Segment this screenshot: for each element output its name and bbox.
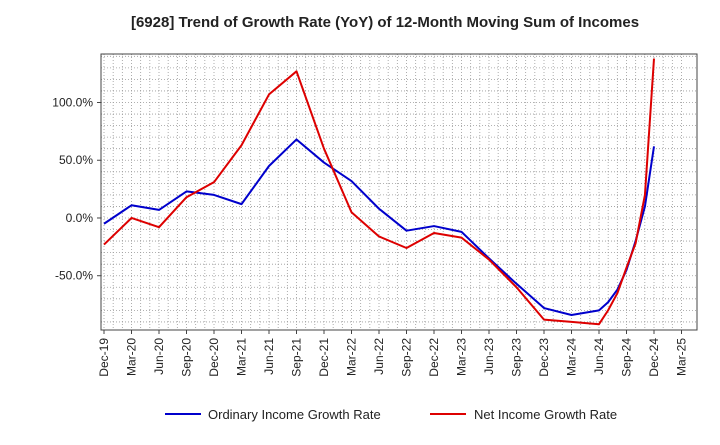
x-tick-label: Jun-21 xyxy=(262,338,276,375)
x-tick-label: Jun-23 xyxy=(482,338,496,375)
x-tick-label: Dec-22 xyxy=(427,338,441,377)
legend-label: Net Income Growth Rate xyxy=(474,407,617,422)
x-tick-label: Sep-23 xyxy=(510,338,524,377)
legend: Ordinary Income Growth Rate Net Income Gr… xyxy=(165,407,617,422)
x-tick-label: Sep-21 xyxy=(290,338,304,377)
legend-label: Ordinary Income Growth Rate xyxy=(208,407,381,422)
y-tick-label: 0.0% xyxy=(66,211,94,225)
x-tick-label: Mar-22 xyxy=(345,338,359,376)
x-tick-label: Jun-20 xyxy=(152,338,166,375)
x-tick-label: Dec-24 xyxy=(647,338,661,377)
x-tick-label: Mar-23 xyxy=(455,338,469,376)
x-tick-label: Dec-23 xyxy=(537,338,551,377)
y-tick-label: 100.0% xyxy=(52,96,93,110)
x-tick-label: Mar-20 xyxy=(125,338,139,376)
x-tick-label: Dec-19 xyxy=(97,338,111,377)
chart-title: [6928] Trend of Growth Rate (YoY) of 12-… xyxy=(131,14,639,31)
x-tick-label: Jun-24 xyxy=(592,338,606,375)
x-tick-label: Mar-25 xyxy=(675,338,689,376)
x-tick-label: Mar-24 xyxy=(565,338,579,376)
x-tick-label: Dec-20 xyxy=(207,338,221,377)
y-tick-label: -50.0% xyxy=(55,269,93,283)
x-tick-label: Mar-21 xyxy=(235,338,249,376)
x-tick-label: Jun-22 xyxy=(372,338,386,375)
y-tick-label: 50.0% xyxy=(59,153,93,167)
x-tick-label: Sep-24 xyxy=(620,338,634,377)
x-tick-label: Sep-20 xyxy=(180,338,194,377)
x-tick-label: Sep-22 xyxy=(400,338,414,377)
x-tick-label: Dec-21 xyxy=(317,338,331,377)
